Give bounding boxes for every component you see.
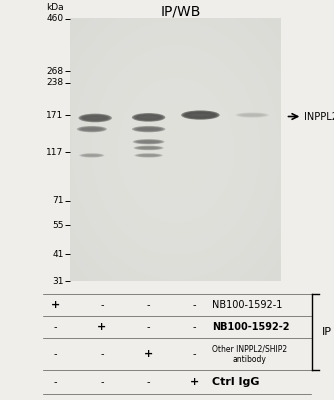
Text: +: + (50, 300, 60, 310)
Ellipse shape (134, 140, 163, 144)
Text: -: - (100, 349, 104, 359)
Text: 41: 41 (52, 250, 63, 258)
Text: Ctrl IgG: Ctrl IgG (212, 377, 260, 387)
Ellipse shape (235, 112, 269, 118)
Ellipse shape (134, 153, 163, 158)
Text: 71: 71 (52, 196, 63, 205)
Ellipse shape (82, 115, 109, 121)
Ellipse shape (139, 128, 159, 130)
Text: -: - (53, 322, 57, 332)
Ellipse shape (134, 126, 164, 132)
Ellipse shape (189, 114, 212, 117)
Text: NB100-1592-1: NB100-1592-1 (212, 300, 283, 310)
Ellipse shape (83, 154, 101, 156)
Ellipse shape (136, 154, 161, 157)
Ellipse shape (133, 139, 165, 144)
Ellipse shape (191, 114, 210, 116)
Text: -: - (193, 322, 196, 332)
Ellipse shape (80, 154, 103, 157)
Ellipse shape (136, 140, 161, 144)
Ellipse shape (135, 146, 162, 150)
Ellipse shape (137, 154, 160, 157)
Text: 171: 171 (46, 110, 63, 120)
Ellipse shape (132, 113, 165, 122)
Ellipse shape (80, 114, 110, 122)
Text: +: + (144, 349, 153, 359)
Ellipse shape (137, 146, 161, 150)
Ellipse shape (137, 128, 160, 131)
Text: -: - (53, 377, 57, 387)
Text: 268: 268 (46, 67, 63, 76)
Ellipse shape (181, 110, 220, 120)
Ellipse shape (237, 113, 267, 117)
Ellipse shape (83, 128, 101, 130)
Ellipse shape (140, 147, 158, 149)
Ellipse shape (183, 111, 218, 119)
Text: -: - (147, 377, 150, 387)
Ellipse shape (139, 154, 159, 156)
Ellipse shape (137, 115, 160, 120)
Text: 55: 55 (52, 221, 63, 230)
Ellipse shape (85, 116, 105, 120)
Ellipse shape (140, 155, 157, 156)
Text: +: + (97, 322, 107, 332)
Text: -: - (193, 349, 196, 359)
Text: -: - (193, 300, 196, 310)
Ellipse shape (79, 153, 104, 158)
Ellipse shape (84, 116, 107, 120)
Text: 238: 238 (46, 78, 63, 87)
Ellipse shape (81, 128, 102, 131)
Ellipse shape (185, 112, 216, 118)
Text: 460: 460 (46, 14, 63, 23)
Ellipse shape (138, 147, 159, 149)
Text: -: - (147, 300, 150, 310)
Ellipse shape (132, 126, 165, 132)
Text: -: - (100, 377, 104, 387)
Text: INPPL2/SHIP2: INPPL2/SHIP2 (304, 112, 334, 122)
Text: NB100-1592-2: NB100-1592-2 (212, 322, 290, 332)
Ellipse shape (139, 141, 158, 143)
Ellipse shape (135, 127, 162, 131)
Ellipse shape (139, 116, 159, 119)
Text: 31: 31 (52, 277, 63, 286)
Ellipse shape (82, 154, 102, 157)
Ellipse shape (140, 117, 157, 118)
Text: -: - (100, 300, 104, 310)
Text: +: + (190, 377, 199, 387)
Text: kDa: kDa (46, 3, 63, 12)
Text: IP/WB: IP/WB (160, 4, 200, 18)
Ellipse shape (80, 127, 104, 131)
Text: Other INPPL2/SHIP2
antibody: Other INPPL2/SHIP2 antibody (212, 344, 287, 364)
Text: -: - (53, 349, 57, 359)
Ellipse shape (77, 126, 107, 132)
Text: -: - (147, 322, 150, 332)
Ellipse shape (135, 114, 162, 120)
Ellipse shape (187, 113, 214, 117)
Ellipse shape (87, 117, 104, 119)
Text: 117: 117 (46, 148, 63, 156)
Text: IP: IP (322, 327, 332, 337)
Ellipse shape (78, 114, 112, 122)
Ellipse shape (134, 146, 164, 150)
Ellipse shape (78, 126, 106, 132)
Ellipse shape (134, 114, 164, 121)
Ellipse shape (138, 140, 160, 143)
